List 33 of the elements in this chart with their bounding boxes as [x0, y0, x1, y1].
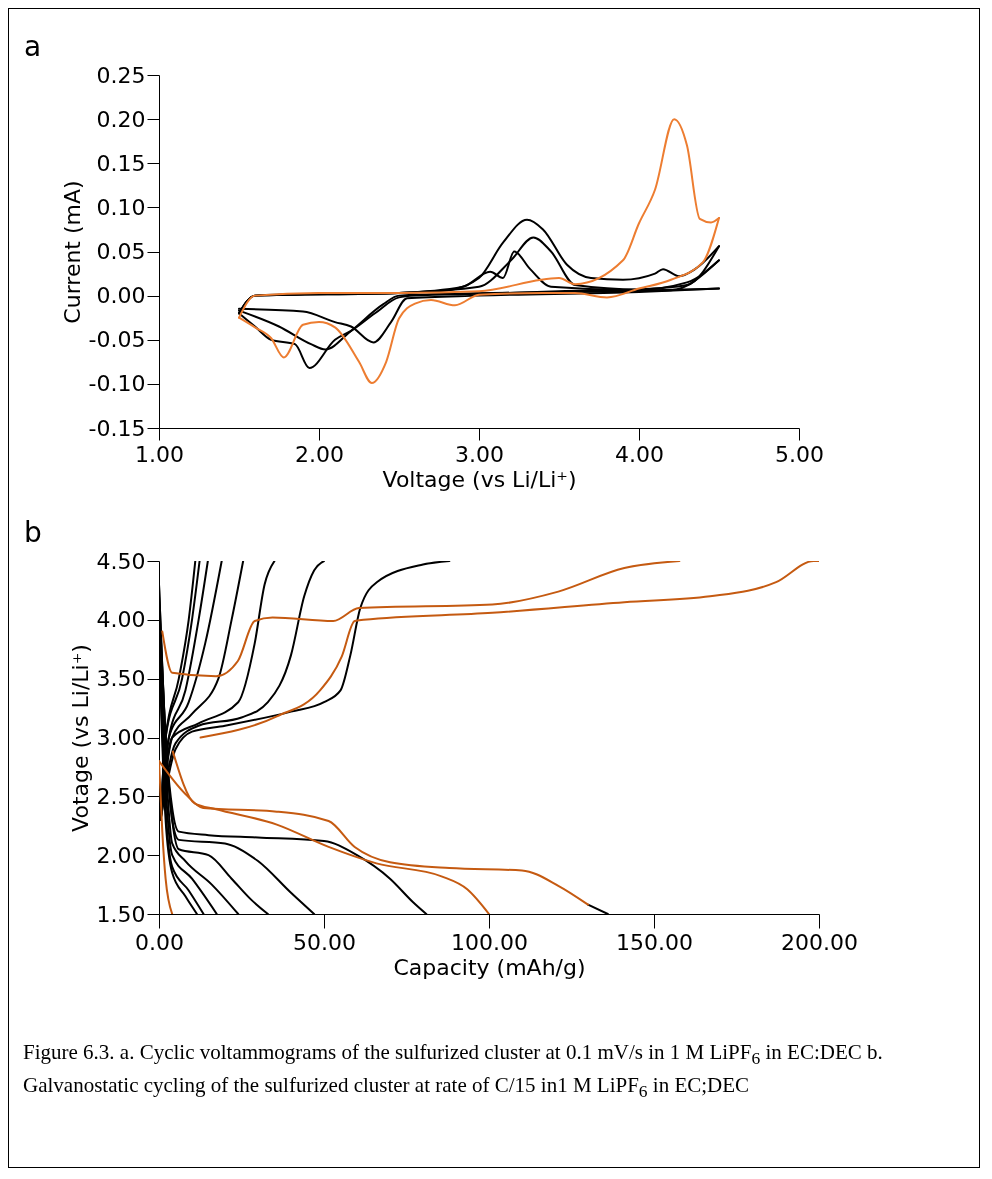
x-tick-label: 4.00: [615, 441, 664, 467]
y-axis-title: Current (mA): [59, 180, 85, 324]
x-tick-label: 1.00: [135, 441, 184, 467]
y-tick-label: 0.00: [96, 283, 146, 309]
x-tick-label: 2.00: [295, 441, 344, 467]
y-tick-label: 3.00: [96, 725, 146, 750]
y-tick-label: -0.15: [88, 415, 146, 441]
x-tick-label: 100.00: [451, 929, 528, 955]
x-tick-label: 200.00: [781, 929, 858, 955]
y-tick-label: 0.10: [96, 194, 146, 220]
y-axis-title: Votage (vs Li/Li⁺): [67, 644, 93, 832]
y-tick-label: -0.05: [88, 327, 146, 353]
y-tick-label: 0.25: [96, 62, 146, 88]
x-tick-label: 50.00: [293, 929, 356, 955]
x-tick-label: 3.00: [455, 441, 504, 467]
y-tick-label: 3.50: [96, 666, 146, 692]
x-tick-label: 0.00: [135, 929, 184, 955]
y-tick-label: 2.00: [96, 842, 146, 868]
y-tick-label: 1.50: [96, 901, 146, 927]
y-tick-label: 0.15: [96, 150, 146, 176]
text: Figure 6.3. a. Cyclic voltammograms of the sulfurized cluster at 0.1 mV/s in 1 M LiPF$_{6}$ in EC:DEC b. Galvanostatic cycling of the sulfurized cluster at rate of C/15 in1 M LiPF$_{6}$ in EC;DEC: [23, 1040, 883, 1102]
y-tick-label: 0.20: [96, 106, 146, 132]
x-axis-title: Voltage (vs Li/Li⁺): [382, 466, 577, 492]
y-tick-label: 2.50: [96, 783, 146, 809]
x-tick-label: 150.00: [616, 929, 693, 955]
chart-title: b: [24, 516, 42, 549]
y-tick-label: 4.00: [96, 607, 146, 633]
y-tick-label: 4.50: [96, 548, 146, 574]
chart-title: a: [24, 30, 42, 63]
y-tick-label: 0.05: [96, 239, 146, 264]
x-axis-title: Capacity (mAh/g): [393, 954, 586, 980]
y-tick-label: -0.10: [88, 371, 146, 397]
x-tick-label: 5.00: [775, 441, 824, 467]
